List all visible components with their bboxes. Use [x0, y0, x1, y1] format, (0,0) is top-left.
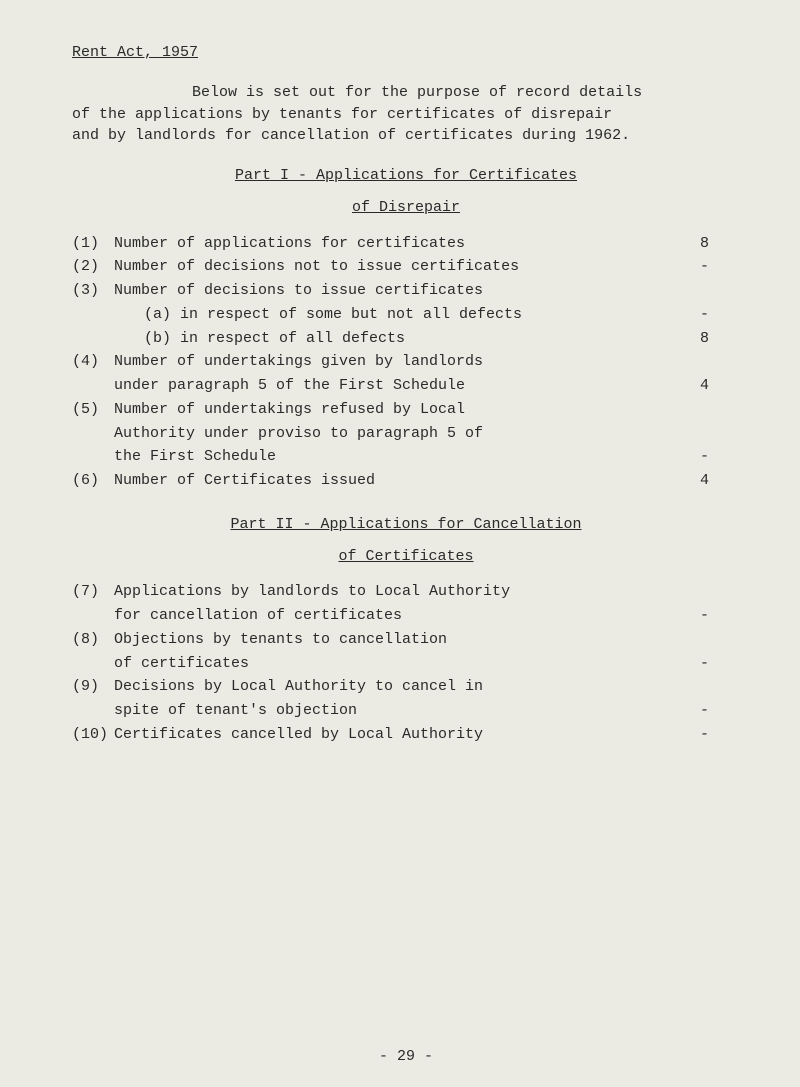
document-title: Rent Act, 1957 — [72, 42, 740, 64]
item-text: Number of applications for certificates — [114, 233, 700, 255]
part1-list: (1)Number of applications for certificat… — [72, 233, 740, 492]
item-text: Number of decisions not to issue certifi… — [114, 256, 700, 278]
list-row: (7)Applications by landlords to Local Au… — [72, 581, 740, 603]
item-number: (6) — [72, 470, 114, 492]
item-number: (1) — [72, 233, 114, 255]
part1-heading: Part I - Applications for Certificates — [72, 165, 740, 187]
intro-line: and by landlords for cancellation of cer… — [72, 125, 740, 147]
list-row: (8)Objections by tenants to cancellation — [72, 629, 740, 651]
list-row: (4)Number of undertakings given by landl… — [72, 351, 740, 373]
list-row: spite of tenant's objection- — [72, 700, 740, 722]
item-value: 8 — [700, 233, 740, 255]
list-row: (2)Number of decisions not to issue cert… — [72, 256, 740, 278]
item-number: (5) — [72, 399, 114, 421]
item-value: 4 — [700, 375, 740, 397]
item-text: Certificates cancelled by Local Authorit… — [114, 724, 700, 746]
item-value: - — [700, 256, 740, 278]
list-row: (a) in respect of some but not all defec… — [72, 304, 740, 326]
item-number: (4) — [72, 351, 114, 373]
intro-line: of the applications by tenants for certi… — [72, 104, 740, 126]
list-row: (6)Number of Certificates issued4 — [72, 470, 740, 492]
item-number: (2) — [72, 256, 114, 278]
item-number: (10) — [72, 724, 114, 746]
list-row: (10)Certificates cancelled by Local Auth… — [72, 724, 740, 746]
item-text: Decisions by Local Authority to cancel i… — [114, 676, 700, 698]
item-text: Authority under proviso to paragraph 5 o… — [114, 423, 700, 445]
list-row: Authority under proviso to paragraph 5 o… — [72, 423, 740, 445]
part2-subheading: of Certificates — [72, 546, 740, 568]
list-row: for cancellation of certificates- — [72, 605, 740, 627]
item-number: (9) — [72, 676, 114, 698]
item-value: - — [700, 605, 740, 627]
part2-heading: Part II - Applications for Cancellation — [72, 514, 740, 536]
item-value: - — [700, 724, 740, 746]
list-row: (3)Number of decisions to issue certific… — [72, 280, 740, 302]
item-value: 4 — [700, 470, 740, 492]
part1-subheading: of Disrepair — [72, 197, 740, 219]
item-text: Number of Certificates issued — [114, 470, 700, 492]
page-number: - 29 - — [72, 1046, 740, 1068]
item-text: Applications by landlords to Local Autho… — [114, 581, 700, 603]
item-number: (8) — [72, 629, 114, 651]
list-row: (1)Number of applications for certificat… — [72, 233, 740, 255]
list-row: (9)Decisions by Local Authority to cance… — [72, 676, 740, 698]
list-row: (5)Number of undertakings refused by Loc… — [72, 399, 740, 421]
item-text: Objections by tenants to cancellation — [114, 629, 700, 651]
item-text: under paragraph 5 of the First Schedule — [114, 375, 700, 397]
list-row: of certificates- — [72, 653, 740, 675]
item-text: for cancellation of certificates — [114, 605, 700, 627]
item-value: - — [700, 304, 740, 326]
item-text: the First Schedule — [114, 446, 700, 468]
list-row: (b) in respect of all defects8 — [72, 328, 740, 350]
intro-paragraph: Below is set out for the purpose of reco… — [72, 82, 740, 147]
item-text: Number of decisions to issue certificate… — [114, 280, 700, 302]
intro-line: Below is set out for the purpose of reco… — [72, 82, 740, 104]
item-value: - — [700, 700, 740, 722]
list-row: the First Schedule- — [72, 446, 740, 468]
item-value: - — [700, 653, 740, 675]
item-text: (a) in respect of some but not all defec… — [114, 304, 700, 326]
item-number: (3) — [72, 280, 114, 302]
item-text: (b) in respect of all defects — [114, 328, 700, 350]
part2-list: (7)Applications by landlords to Local Au… — [72, 581, 740, 745]
item-value: - — [700, 446, 740, 468]
item-text: of certificates — [114, 653, 700, 675]
item-text: Number of undertakings given by landlord… — [114, 351, 700, 373]
item-text: Number of undertakings refused by Local — [114, 399, 700, 421]
item-value: 8 — [700, 328, 740, 350]
item-text: spite of tenant's objection — [114, 700, 700, 722]
list-row: under paragraph 5 of the First Schedule4 — [72, 375, 740, 397]
item-number: (7) — [72, 581, 114, 603]
